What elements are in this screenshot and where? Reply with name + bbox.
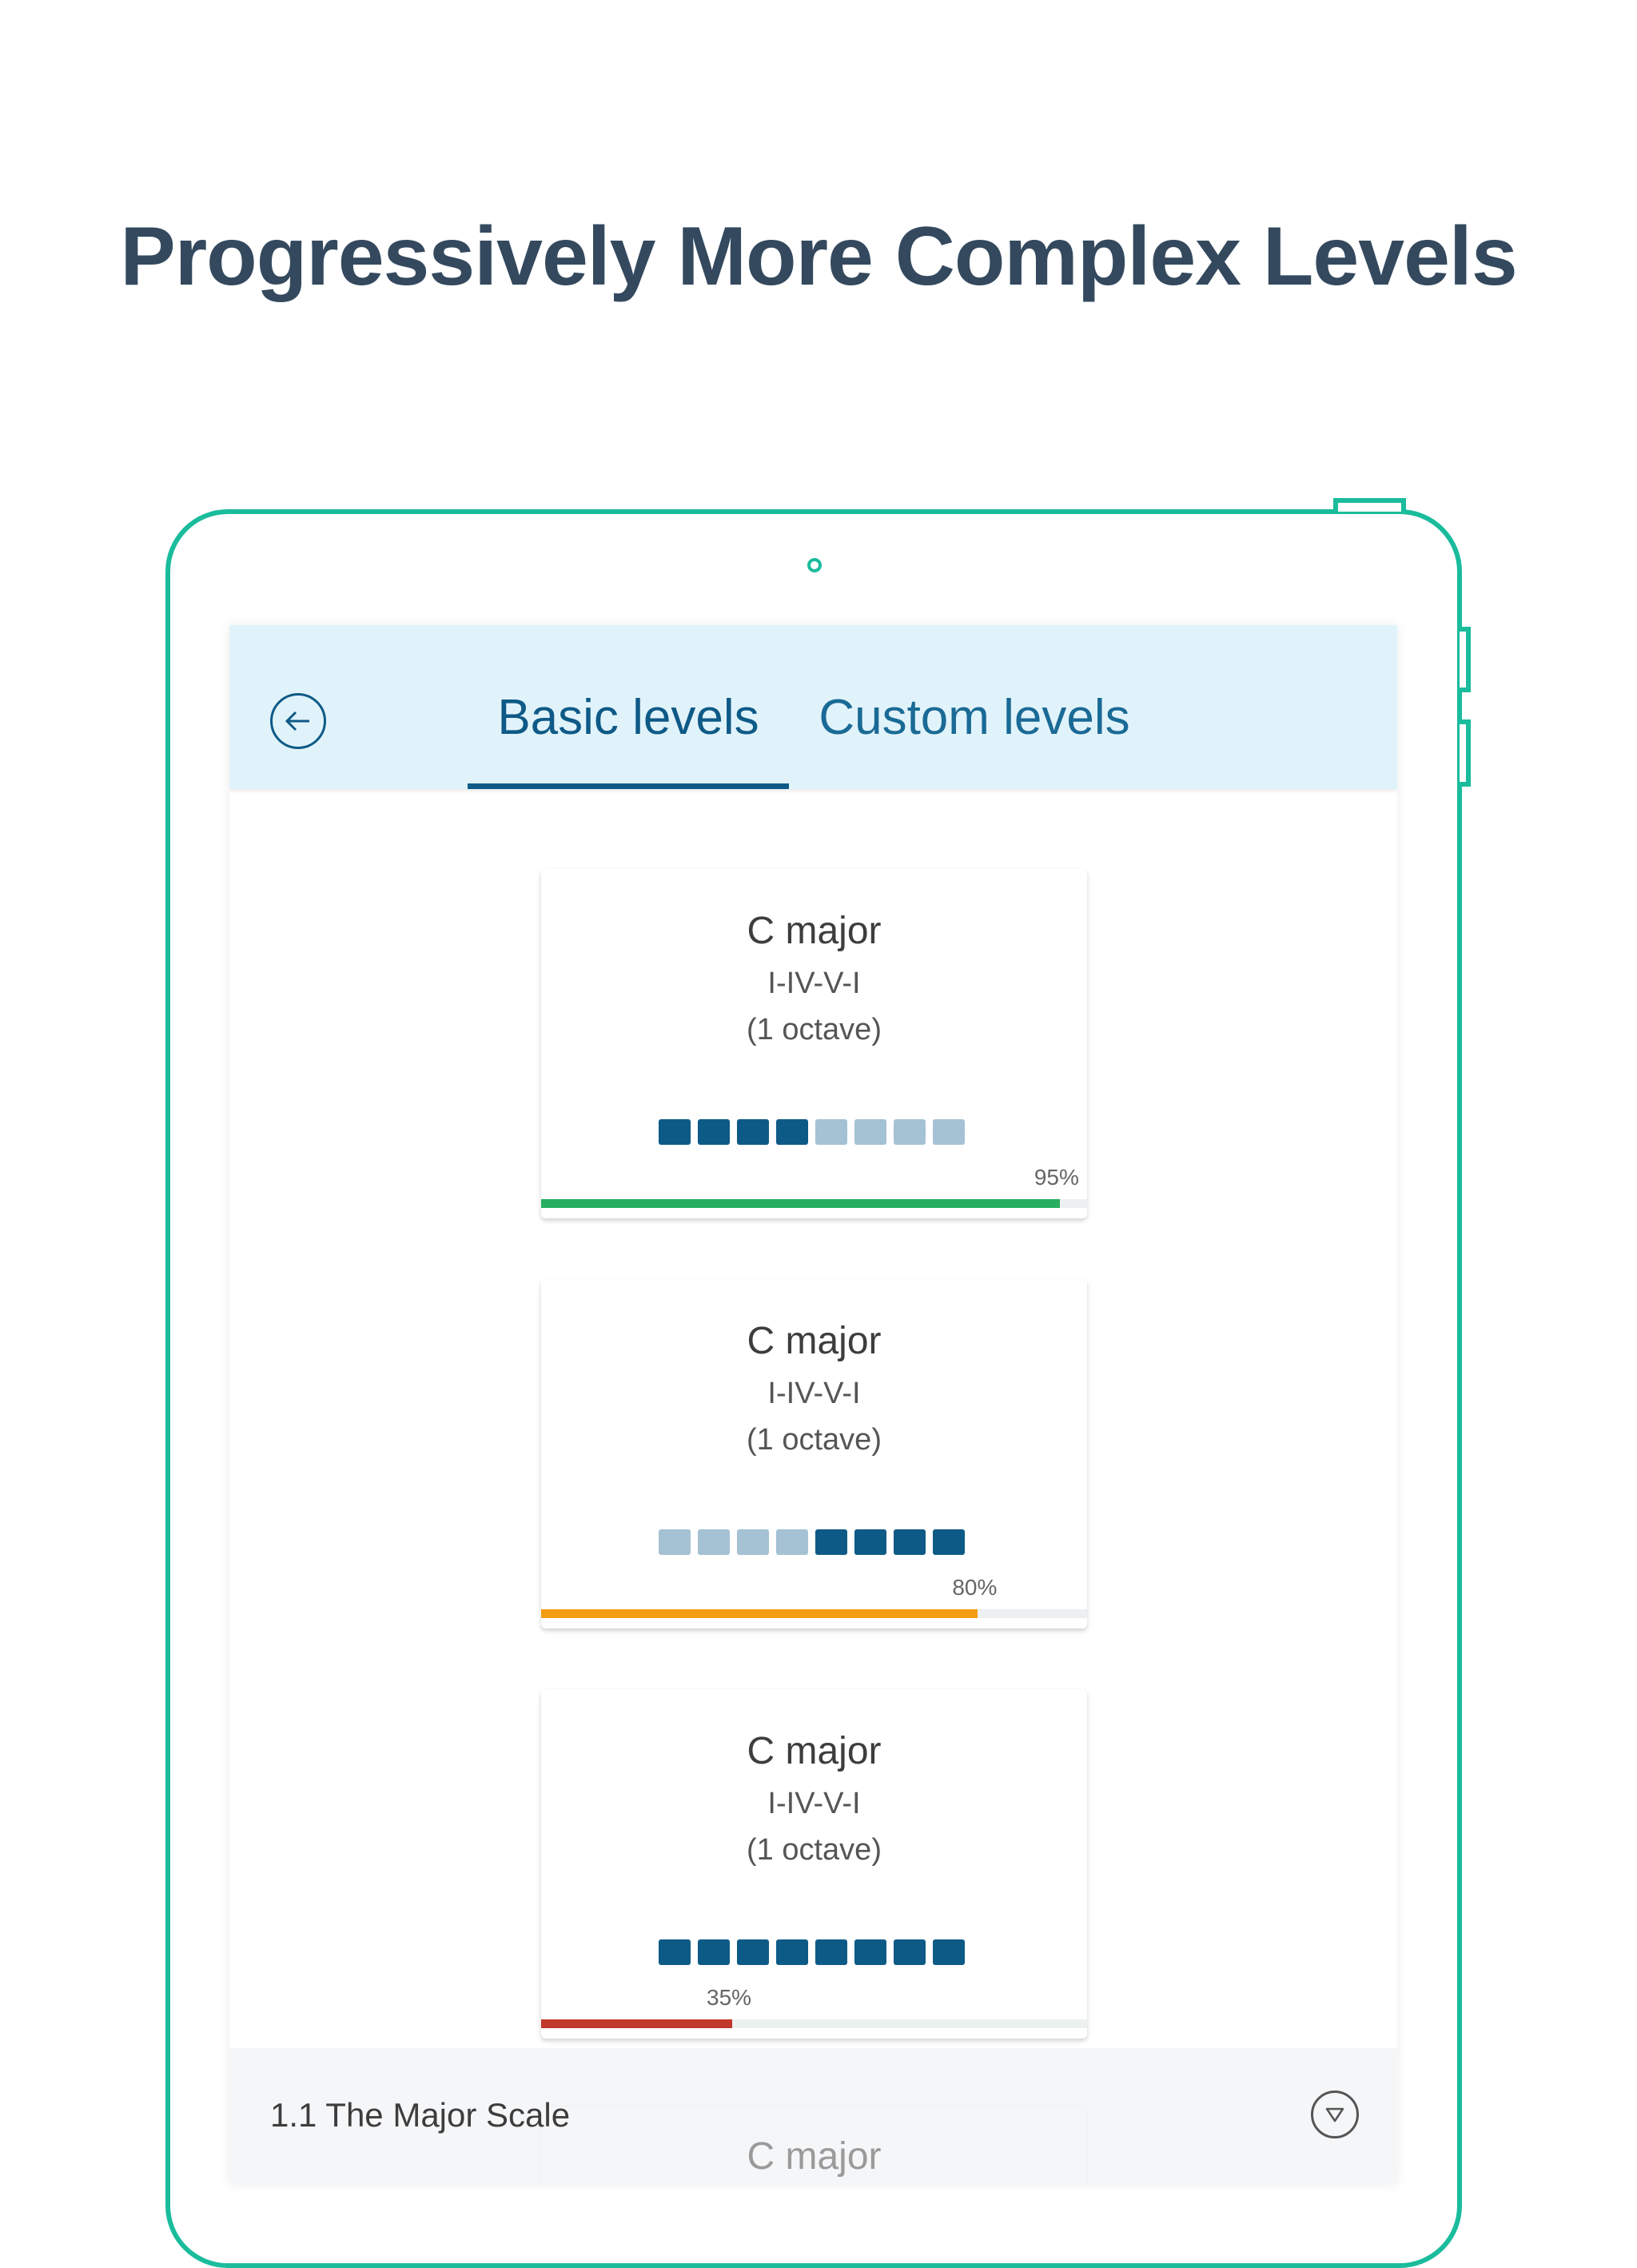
card-title: C major [747,1320,882,1362]
level-square-empty [854,1119,886,1145]
active-tab-indicator [468,783,789,789]
level-square-filled [894,1529,926,1555]
top-nav: Basic levels Custom levels [229,625,1397,789]
card-range: (1 octave) [747,1013,882,1046]
progress-label: 35% [707,1985,752,2010]
level-square-empty [933,1119,965,1145]
level-square-empty [698,1529,730,1555]
card-progression: I-IV-V-I [767,967,861,1000]
level-square-filled [933,1939,965,1965]
section-title: 1.1 The Major Scale [270,2096,571,2134]
app-screen: Basic levels Custom levels C major I-IV-… [229,625,1397,2184]
tablet-volume-up-button [1460,627,1471,692]
progress-label: 95% [1034,1165,1079,1190]
tablet-camera [807,558,822,572]
level-squares [659,1119,965,1145]
level-card[interactable]: C major I-IV-V-I (1 octave) 95% [541,869,1087,1218]
level-square-filled [815,1939,847,1965]
page-headline: Progressively More Complex Levels [120,210,1517,303]
level-square-filled [698,1119,730,1145]
progress-label: 80% [952,1575,998,1600]
progress-bar [541,1609,1087,1618]
tab-basic-levels[interactable]: Basic levels [497,690,759,745]
level-square-filled [776,1119,808,1145]
progress-bar [541,2019,1087,2028]
level-card[interactable]: C major I-IV-V-I (1 octave) 35% [541,1689,1087,2039]
progress-fill [541,1609,978,1618]
level-square-empty [815,1119,847,1145]
level-square-filled [737,1119,769,1145]
level-squares [659,1939,965,1965]
level-square-empty [737,1529,769,1555]
card-title: C major [747,1730,882,1772]
level-square-empty [776,1529,808,1555]
section-toggle-button[interactable] [1311,2091,1359,2138]
level-square-filled [698,1939,730,1965]
card-progression: I-IV-V-I [767,1787,861,1820]
level-square-empty [894,1119,926,1145]
level-square-filled [659,1119,691,1145]
level-squares [659,1529,965,1555]
chevron-down-icon [1325,2107,1344,2123]
level-square-filled [894,1939,926,1965]
back-button[interactable] [270,693,326,749]
card-progression: I-IV-V-I [767,1377,861,1410]
level-square-filled [854,1939,886,1965]
level-square-filled [815,1529,847,1555]
level-card[interactable]: C major I-IV-V-I (1 octave) 80% [541,1279,1087,1628]
card-range: (1 octave) [747,1423,882,1457]
progress-bar [541,1199,1087,1208]
card-range: (1 octave) [747,1833,882,1867]
arrow-left-icon [285,711,309,731]
progress-fill [541,2019,733,2028]
level-square-filled [933,1529,965,1555]
tab-custom-levels[interactable]: Custom levels [818,690,1130,745]
level-square-filled [776,1939,808,1965]
level-card-partial: C major [541,2107,1087,2184]
card-title: C major [747,2135,882,2178]
level-square-filled [854,1529,886,1555]
progress-fill [541,1199,1060,1208]
card-title: C major [747,910,882,952]
tablet-volume-down-button [1460,719,1471,787]
level-square-empty [659,1529,691,1555]
level-square-filled [737,1939,769,1965]
tablet-power-button [1333,498,1406,512]
level-square-filled [659,1939,691,1965]
